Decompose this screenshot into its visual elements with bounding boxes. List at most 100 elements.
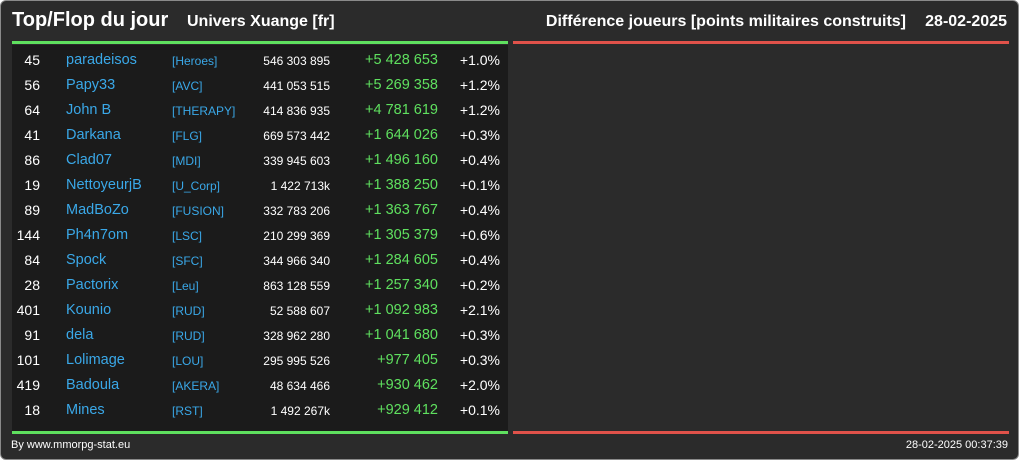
points-difference: +1 284 605	[365, 252, 438, 268]
player-name-link[interactable]: paradeisos	[66, 52, 137, 68]
player-name-link[interactable]: dela	[66, 327, 94, 343]
points-difference: +5 428 653	[365, 52, 438, 68]
alliance-link[interactable]: [MDI]	[172, 154, 201, 168]
player-name-link[interactable]: Badoula	[66, 377, 120, 393]
player-row: 101 Lolimage [LOU] 295 995 526 +977 405 +0.3%	[12, 348, 508, 373]
player-points: 339 945 603	[263, 154, 330, 168]
alliance-link[interactable]: [AVC]	[172, 79, 203, 93]
player-name-link[interactable]: NettoyeurjB	[66, 177, 142, 193]
player-rank: 28	[24, 277, 40, 293]
alliance-link[interactable]: [LSC]	[172, 229, 203, 243]
points-difference: +1 363 767	[365, 202, 438, 218]
player-points: 669 573 442	[263, 129, 330, 143]
player-rank: 144	[16, 227, 40, 243]
player-rank: 101	[16, 352, 40, 368]
player-row: 419 Badoula [AKERA] 48 634 466 +930 462 +2.0%	[12, 373, 508, 398]
player-name-link[interactable]: MadBoZo	[66, 202, 129, 218]
points-difference: +1 041 680	[365, 327, 438, 343]
player-rank: 89	[24, 202, 40, 218]
player-name-link[interactable]: Ph4n7om	[66, 227, 129, 243]
bottom-separator-green	[12, 431, 508, 434]
top-players-panel: 45 paradeisos [Heroes] 546 303 895 +5 428 65…	[12, 45, 508, 431]
alliance-link[interactable]: [LOU]	[172, 354, 204, 368]
percent-change: +0.2%	[459, 277, 500, 293]
header-date: 28-02-2025	[925, 13, 1007, 30]
player-name-link[interactable]: Spock	[66, 252, 107, 268]
alliance-link[interactable]: [FLG]	[172, 129, 203, 143]
player-points: 210 299 369	[263, 229, 330, 243]
player-rank: 41	[24, 127, 40, 143]
alliance-link[interactable]: [AKERA]	[172, 379, 220, 393]
percent-change: +1.2%	[459, 102, 500, 118]
alliance-link[interactable]: [FUSION]	[172, 204, 225, 218]
percent-change: +2.0%	[459, 377, 500, 393]
player-rank: 401	[16, 302, 40, 318]
player-rank: 18	[24, 402, 40, 418]
points-difference: +1 305 379	[365, 227, 438, 243]
percent-change: +0.3%	[459, 327, 500, 343]
player-name-link[interactable]: Lolimage	[66, 352, 125, 368]
player-name-link[interactable]: Mines	[66, 402, 105, 418]
player-points: 328 962 280	[263, 329, 330, 343]
points-difference: +929 412	[377, 402, 438, 418]
percent-change: +1.2%	[459, 77, 500, 93]
percent-change: +0.1%	[459, 177, 500, 193]
points-difference: +1 388 250	[365, 177, 438, 193]
percent-change: +0.4%	[459, 252, 500, 268]
player-rank: 64	[24, 102, 40, 118]
alliance-link[interactable]: [Leu]	[172, 279, 199, 293]
alliance-link[interactable]: [RST]	[172, 404, 203, 418]
player-name-link[interactable]: Kounio	[66, 302, 112, 318]
flop-players-panel	[513, 45, 1009, 431]
player-row: 28 Pactorix [Leu] 863 128 559 +1 257 340 +0.2…	[12, 273, 508, 298]
alliance-link[interactable]: [Heroes]	[172, 54, 218, 68]
player-row: 45 paradeisos [Heroes] 546 303 895 +5 428 65…	[12, 48, 508, 73]
alliance-link[interactable]: [THERAPY]	[172, 104, 236, 118]
alliance-link[interactable]: [SFC]	[172, 254, 203, 268]
player-points: 48 634 466	[269, 379, 330, 393]
percent-change: +0.3%	[459, 352, 500, 368]
player-points: 863 128 559	[263, 279, 330, 293]
player-points: 332 783 206	[263, 204, 330, 218]
player-name-link[interactable]: Clad07	[66, 152, 112, 168]
percent-change: +2.1%	[459, 302, 500, 318]
player-row: 84 Spock [SFC] 344 966 340 +1 284 605 +0.4%	[12, 248, 508, 273]
player-name-link[interactable]: Papy33	[66, 77, 116, 93]
player-points: 414 836 935	[263, 104, 330, 118]
player-name-link[interactable]: Darkana	[66, 127, 121, 143]
player-rank: 86	[24, 152, 40, 168]
top-separator-green	[12, 41, 508, 44]
alliance-link[interactable]: [RUD]	[172, 304, 205, 318]
player-points: 344 966 340	[263, 254, 330, 268]
player-row: 19 NettoyeurjB [U_Corp] 1 422 713k +1 388 25…	[12, 173, 508, 198]
points-difference: +1 092 983	[365, 302, 438, 318]
points-difference: +930 462	[377, 377, 438, 393]
percent-change: +0.4%	[459, 152, 500, 168]
player-rank: 84	[24, 252, 40, 268]
footer-timestamp: 28-02-2025 00:37:39	[905, 439, 1008, 451]
percent-change: +1.0%	[459, 52, 500, 68]
player-row: 41 Darkana [FLG] 669 573 442 +1 644 026 +0.3%	[12, 123, 508, 148]
player-rank: 45	[24, 52, 40, 68]
alliance-link[interactable]: [U_Corp]	[172, 179, 221, 193]
bottom-separator-red	[513, 431, 1009, 434]
metric-label: Différence joueurs [points militaires co…	[545, 13, 906, 30]
player-rank: 56	[24, 77, 40, 93]
player-row: 64 John B [THERAPY] 414 836 935 +4 781 619 +1…	[12, 98, 508, 123]
player-name-link[interactable]: Pactorix	[66, 277, 119, 293]
player-rank: 91	[24, 327, 40, 343]
player-row: 91 dela [RUD] 328 962 280 +1 041 680 +0.3%	[12, 323, 508, 348]
player-points: 52 588 607	[269, 304, 330, 318]
universe-label: Univers Xuange [fr]	[187, 13, 335, 30]
points-difference: +5 269 358	[365, 77, 438, 93]
player-points: 1 492 267k	[270, 404, 330, 418]
footer-credit: By www.mmorpg-stat.eu	[11, 439, 131, 451]
points-difference: +1 644 026	[365, 127, 438, 143]
points-difference: +1 257 340	[365, 277, 438, 293]
player-name-link[interactable]: John B	[66, 102, 112, 118]
player-points: 441 053 515	[263, 79, 330, 93]
alliance-link[interactable]: [RUD]	[172, 329, 205, 343]
points-difference: +1 496 160	[365, 152, 438, 168]
player-points: 295 995 526	[263, 354, 330, 368]
player-row: 89 MadBoZo [FUSION] 332 783 206 +1 363 767 +0…	[12, 198, 508, 223]
